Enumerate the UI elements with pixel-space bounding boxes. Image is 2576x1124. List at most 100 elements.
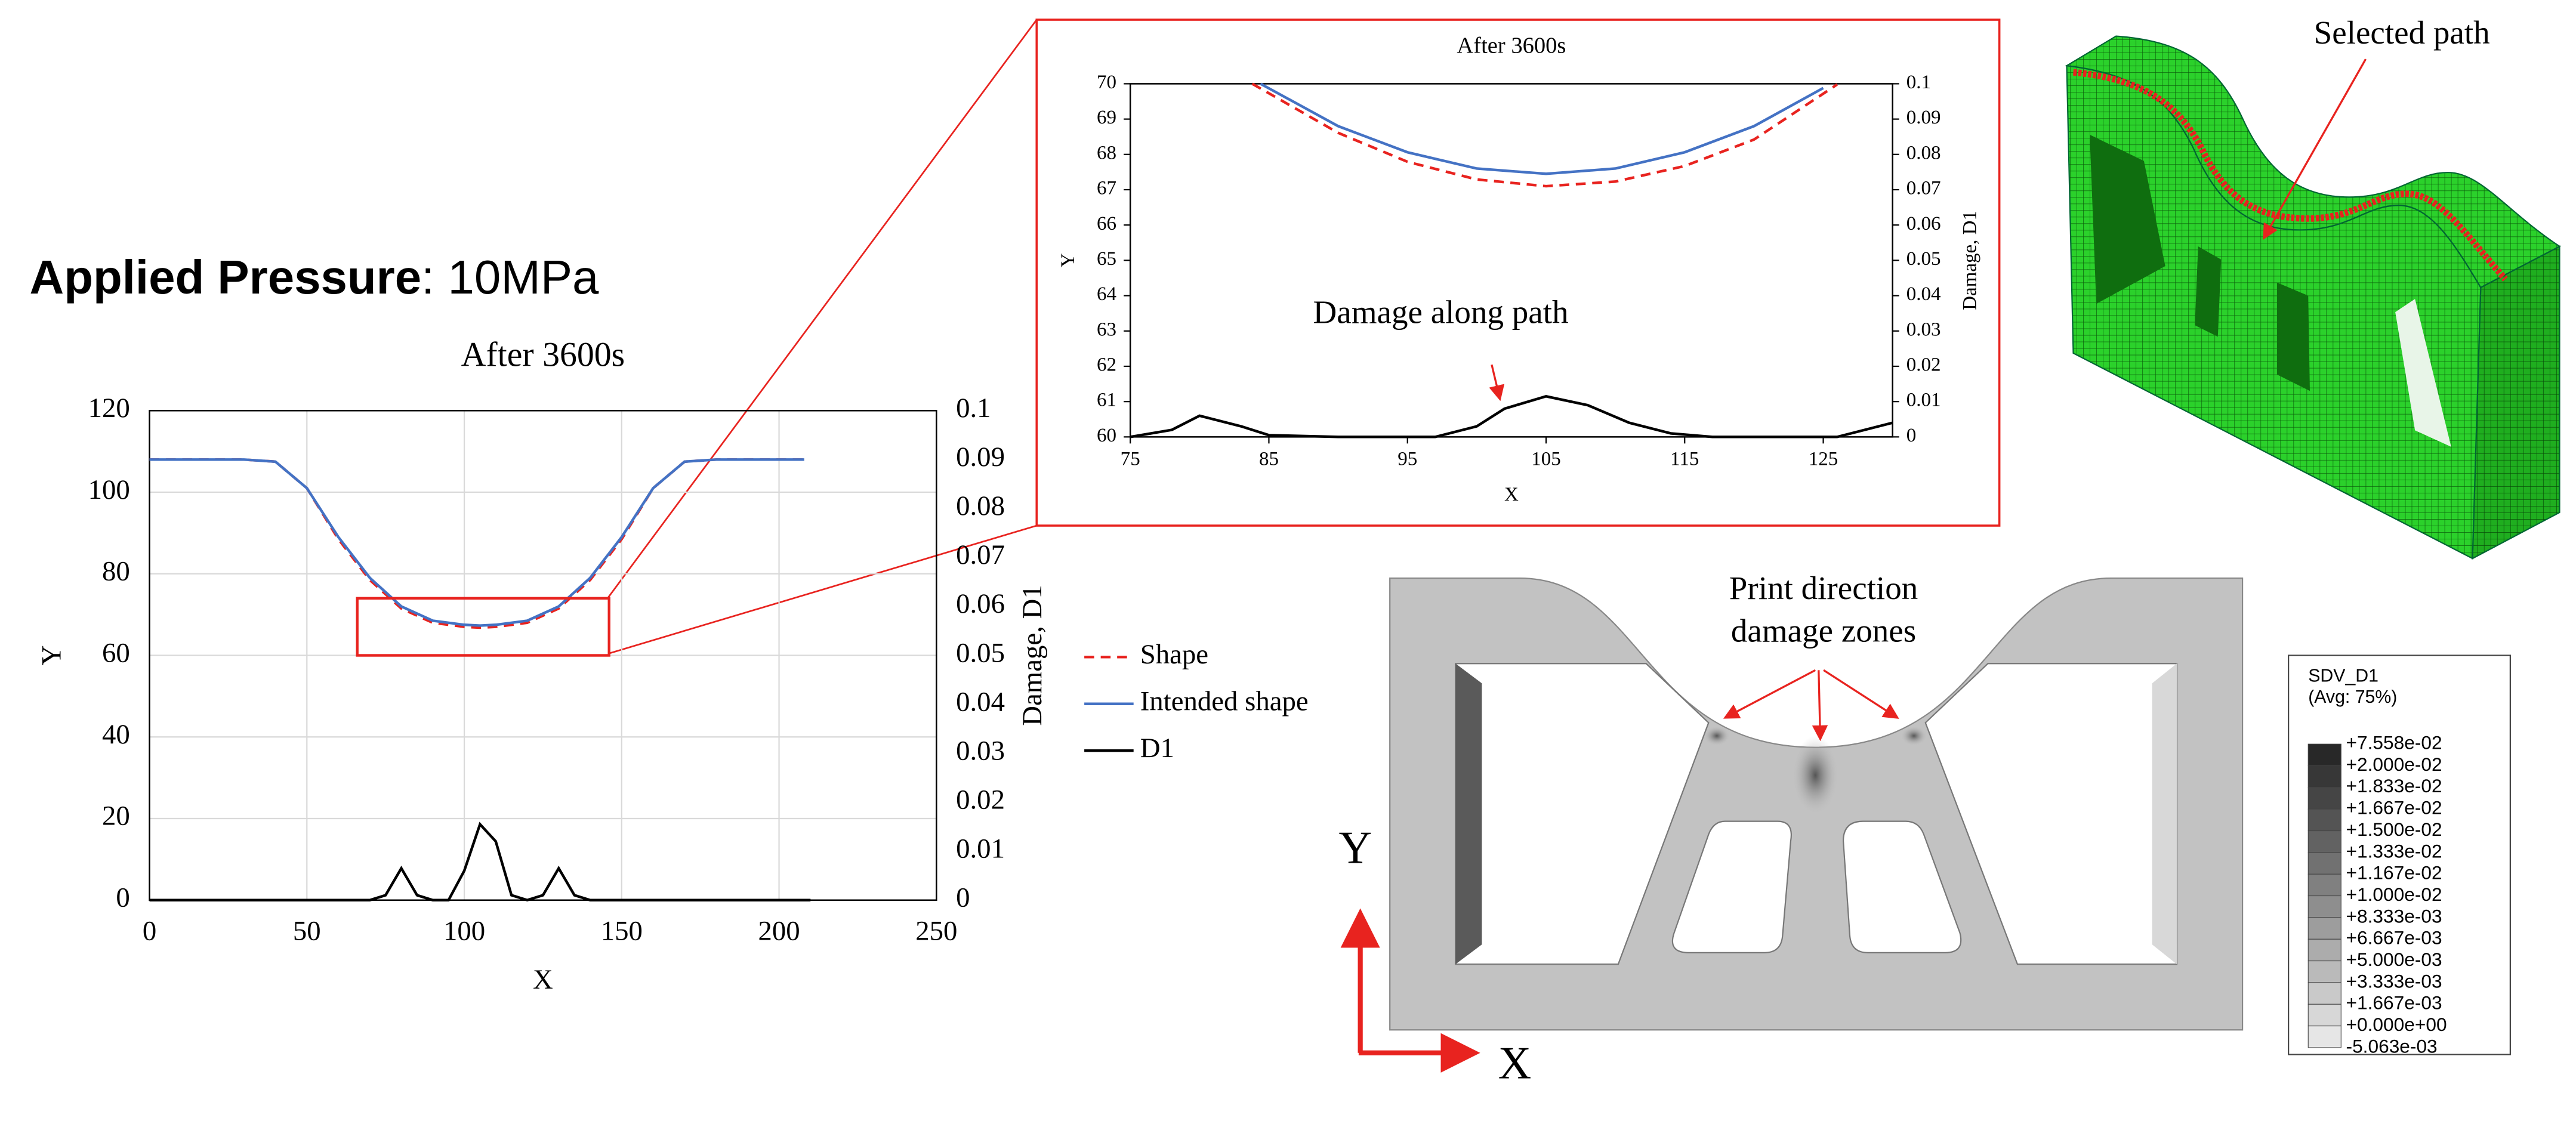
label-arrow [1823,669,1899,719]
y-tick-label: 20 [102,801,130,832]
colorbar-swatch [2307,961,2341,983]
y2-tick-label: 0.09 [1906,107,1941,128]
colorbar-swatch [2307,1003,2341,1027]
x-tick-label: 125 [1809,449,1838,470]
colorbar-swatch [2307,938,2341,962]
y-tick-label: 70 [1097,72,1116,93]
colorbar-label: +1.000e-02 [2346,884,2442,905]
y-tick-label: 100 [88,474,130,505]
colorbar-label: +0.000e+00 [2346,1014,2447,1035]
y-tick-label: 62 [1097,354,1116,376]
y2-tick-label: 0.09 [956,441,1005,473]
colorbar-swatch [2307,873,2341,897]
legend-label: Shape [1140,639,1208,670]
colorbar-swatch [2307,917,2341,940]
label-arrow [1812,670,1828,742]
colorbar-label: +1.833e-02 [2346,775,2442,796]
colorbar-swatch [2307,852,2341,875]
x-tick-label: 0 [143,916,156,947]
colorbar-swatch [2307,743,2341,767]
y-tick-label: 65 [1097,248,1116,270]
series-line [149,822,811,902]
y-axis-label: Y [36,646,67,666]
plot-frame [1129,83,1893,438]
colorbar-label: +8.333e-03 [2346,905,2442,927]
label-arrow [1723,669,1816,719]
colorbar-label: +1.500e-02 [2346,819,2442,840]
colorbar-subtitle: (Avg: 75%) [2308,687,2397,707]
y-tick-label: 63 [1097,319,1116,340]
y-tick-label: 40 [102,719,130,750]
y-tick-label: 60 [102,637,130,668]
heading-rest: : 10MPa [421,251,599,304]
axis-name: Y [1339,822,1372,873]
colorbar-label: +3.333e-03 [2346,970,2442,992]
axis-name: X [1498,1037,1532,1088]
y2-tick-label: 0.07 [956,539,1005,570]
series-line [149,458,804,629]
series-line [149,458,804,627]
heading-bold: Applied Pressure [30,251,422,304]
annotation: Damage along path [1313,294,1569,330]
series-line [1130,395,1893,439]
colorbar-label: +1.667e-02 [2346,797,2442,819]
y2-tick-label: 0.1 [956,393,991,424]
x-tick-label: 95 [1397,449,1417,470]
colorbar-label: +1.167e-02 [2346,862,2442,884]
y2-tick-label: 0.03 [1906,319,1941,340]
legend-label: Intended shape [1140,685,1309,717]
y2-axis-label: Damage, D1 [1959,211,1980,310]
model-label: Selected path [2314,14,2490,51]
part-view [1389,578,2244,1031]
x-axis-label: X [533,964,553,995]
y2-tick-label: 0.01 [956,833,1005,864]
y2-tick-label: 0.02 [1906,354,1941,376]
chart-title: After 3600s [1457,33,1566,58]
y2-tick-label: 0 [956,882,970,913]
y-tick-label: 68 [1097,142,1116,163]
colorbar-swatch [2307,808,2341,832]
y2-tick-label: 0.04 [1906,283,1941,305]
y2-axis-label: Damage, D1 [1017,585,1048,725]
colorbar-label: +1.333e-02 [2346,840,2442,861]
x-tick-label: 250 [915,916,957,947]
y-tick-label: 80 [102,556,130,587]
colorbar-label: +6.667e-03 [2346,927,2442,949]
y2-tick-label: 0.06 [1906,213,1941,234]
y-tick-label: 120 [88,393,130,424]
y2-tick-label: 0.1 [1906,72,1931,93]
y-tick-label: 64 [1097,283,1116,305]
colorbar-label: +2.000e-02 [2346,754,2442,775]
colorbar-swatch [2307,1026,2341,1048]
y-tick-label: 61 [1097,390,1116,411]
x-tick-label: 100 [443,916,485,947]
colorbar-label: +7.558e-02 [2346,732,2442,754]
y-tick-label: 67 [1097,178,1116,199]
colorbar-title: SDV_D1 [2308,666,2378,685]
label-arrow [2263,58,2367,240]
y-tick-label: 60 [1097,425,1116,446]
connector [607,524,1037,655]
x-axis-label: X [1504,484,1519,505]
y2-tick-label: 0.08 [1906,142,1941,163]
x-tick-label: 105 [1531,449,1561,470]
y2-tick-label: 0.01 [1906,390,1941,411]
series-line [1251,82,1838,188]
series-line [1260,82,1824,175]
y2-tick-label: 0.08 [956,490,1005,521]
zoom-box [356,597,610,657]
plot-frame [149,410,937,901]
colorbar-label: +5.000e-03 [2346,949,2442,970]
y2-tick-label: 0 [1906,425,1917,446]
y-tick-label: 66 [1097,213,1116,234]
chart-title: After 3600s [461,335,625,373]
colorbar-swatch [2307,896,2341,918]
y2-tick-label: 0.03 [956,735,1005,766]
y2-tick-label: 0.02 [956,784,1005,815]
mesh-model [2065,35,2561,560]
y2-tick-label: 0.06 [956,588,1005,619]
colorbar-swatch [2307,787,2341,810]
x-tick-label: 50 [293,916,321,947]
